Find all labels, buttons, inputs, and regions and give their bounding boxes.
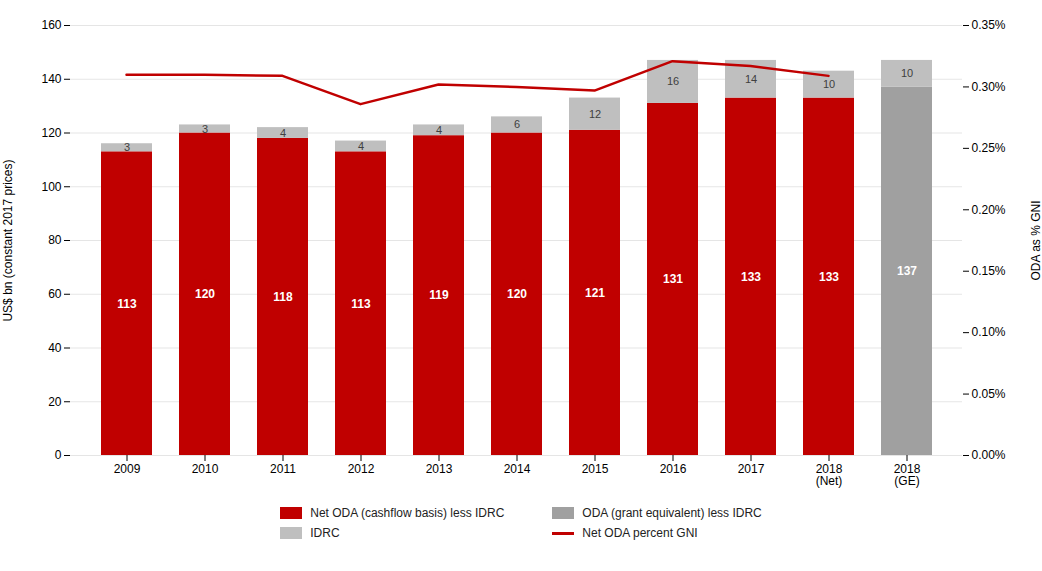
- svg-text:60: 60: [48, 287, 62, 301]
- svg-text:133: 133: [819, 270, 839, 284]
- svg-text:133: 133: [741, 270, 761, 284]
- svg-text:2013: 2013: [426, 462, 453, 476]
- svg-text:120: 120: [195, 287, 215, 301]
- svg-text:3: 3: [124, 141, 130, 153]
- svg-text:12: 12: [589, 108, 601, 120]
- svg-text:0.10%: 0.10%: [972, 325, 1006, 339]
- svg-text:3: 3: [202, 122, 208, 134]
- svg-text:113: 113: [351, 296, 371, 310]
- svg-text:113: 113: [117, 296, 137, 310]
- svg-text:0.00%: 0.00%: [972, 448, 1006, 462]
- html-text:Net ODA percent GNI: Net ODA percent GNI: [582, 526, 698, 540]
- svg-text:4: 4: [358, 140, 364, 152]
- svg-text:2018(GE): 2018(GE): [894, 462, 921, 488]
- svg-text:2018(Net): 2018(Net): [816, 462, 843, 488]
- svg-text:2016: 2016: [660, 462, 687, 476]
- svg-text:0.30%: 0.30%: [972, 80, 1006, 94]
- svg-text:2015: 2015: [582, 462, 609, 476]
- svg-text:140: 140: [41, 72, 61, 86]
- svg-text:16: 16: [667, 75, 679, 87]
- svg-text:80: 80: [48, 233, 62, 247]
- svg-text:10: 10: [901, 67, 913, 79]
- svg-text:2012: 2012: [348, 462, 375, 476]
- svg-text:0: 0: [55, 448, 62, 462]
- svg-text:14: 14: [745, 73, 757, 85]
- svg-text:0.05%: 0.05%: [972, 387, 1006, 401]
- svg-text:119: 119: [429, 288, 449, 302]
- svg-text:2011: 2011: [270, 462, 296, 476]
- svg-text:131: 131: [663, 272, 683, 286]
- svg-text:4: 4: [280, 127, 286, 139]
- svg-text:6: 6: [514, 118, 520, 130]
- svg-text:2010: 2010: [192, 462, 219, 476]
- svg-text:20: 20: [48, 395, 62, 409]
- svg-text:0.20%: 0.20%: [972, 203, 1006, 217]
- svg-text:120: 120: [41, 126, 61, 140]
- svg-text:2009: 2009: [114, 462, 141, 476]
- svg-text:ODA as % GNI: ODA as % GNI: [1029, 200, 1042, 280]
- svg-text:2014: 2014: [504, 462, 531, 476]
- svg-text:121: 121: [585, 286, 605, 300]
- svg-text:2017: 2017: [738, 462, 765, 476]
- svg-text:4: 4: [436, 124, 442, 136]
- svg-text:40: 40: [48, 341, 62, 355]
- html-text:Net ODA (cashflow basis) less: Net ODA (cashflow basis) less IDRC: [310, 506, 505, 520]
- svg-text:120: 120: [507, 287, 527, 301]
- svg-text:160: 160: [41, 18, 61, 32]
- svg-text:10: 10: [823, 78, 835, 90]
- svg-text:0.25%: 0.25%: [972, 141, 1006, 155]
- svg-text:100: 100: [41, 180, 61, 194]
- svg-text:137: 137: [897, 264, 917, 278]
- svg-text:0.15%: 0.15%: [972, 264, 1006, 278]
- svg-text:0.35%: 0.35%: [972, 18, 1006, 32]
- html-text:ODA (grant equivalent) less ID: ODA (grant equivalent) less IDRC: [582, 506, 762, 520]
- svg-text:US$ bn (constant 2017 prices): US$ bn (constant 2017 prices): [1, 159, 15, 321]
- html-text:IDRC: IDRC: [310, 526, 340, 540]
- svg-text:118: 118: [273, 290, 293, 304]
